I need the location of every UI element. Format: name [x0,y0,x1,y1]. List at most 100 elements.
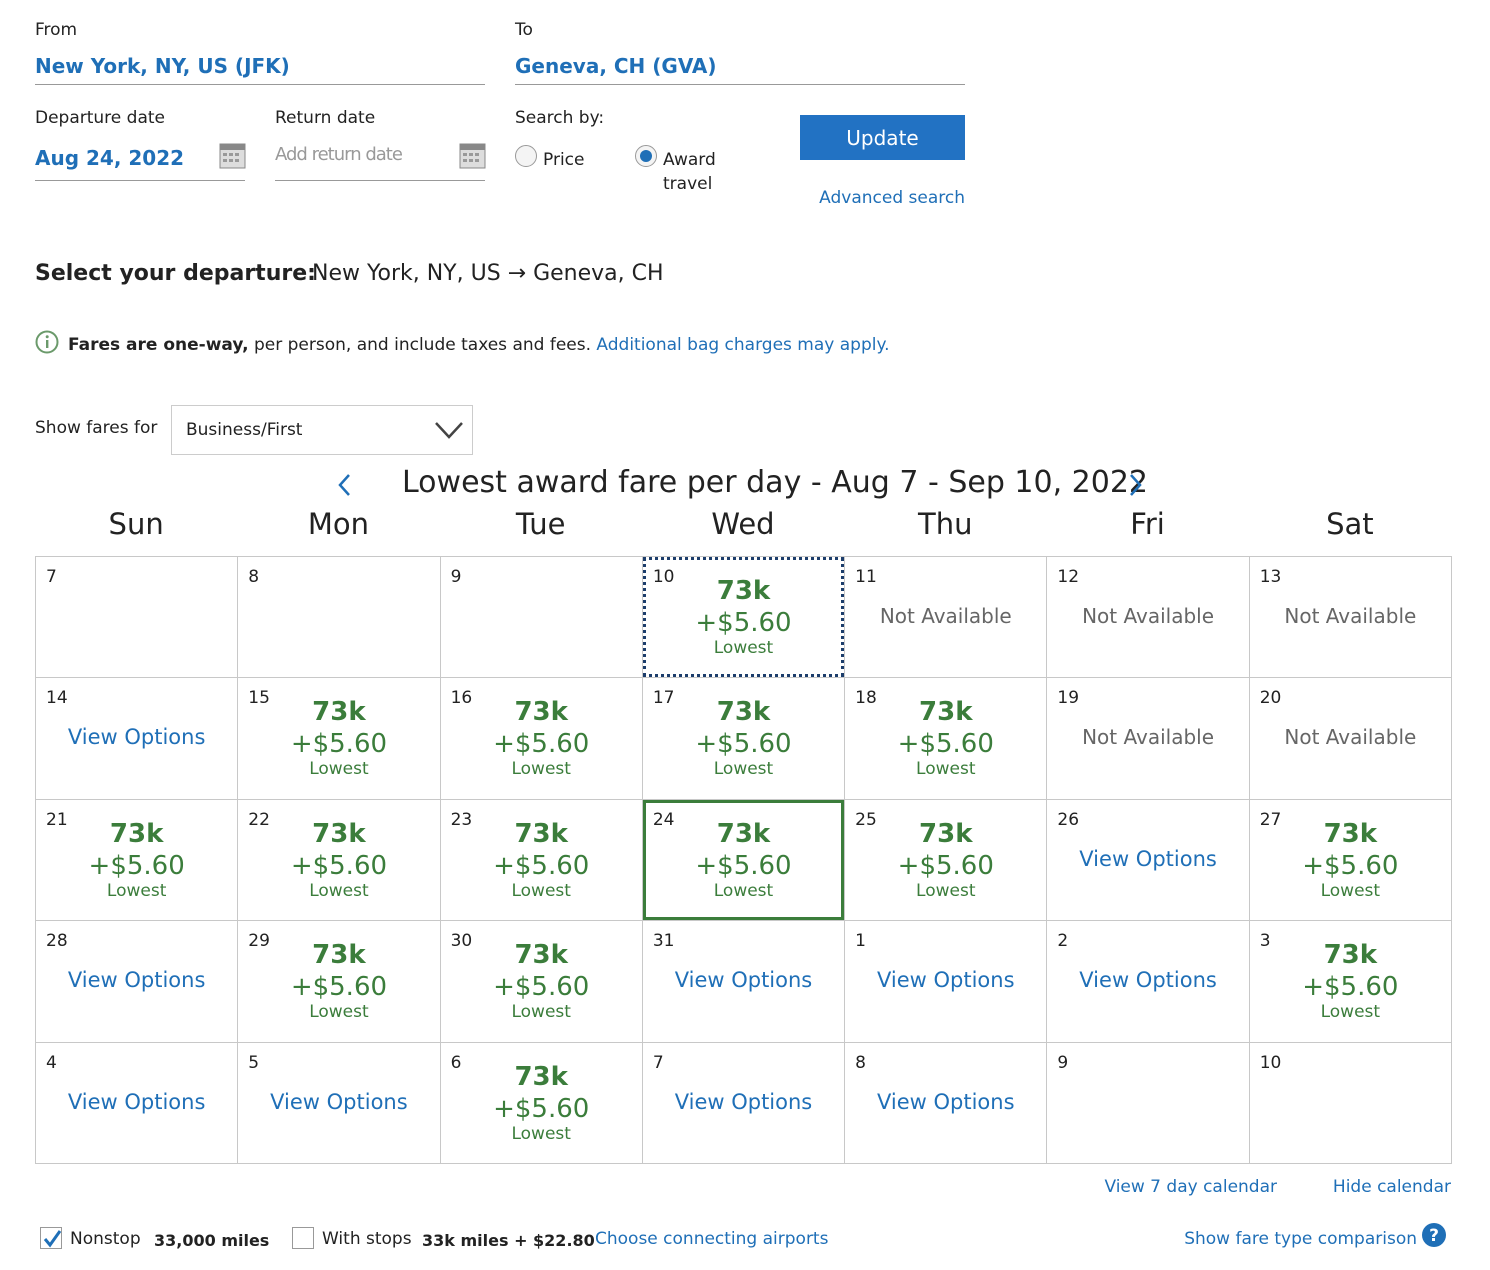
view-options-link[interactable]: View Options [674,1089,813,1114]
calendar-day[interactable]: 6 73k +$5.60 Lowest [439,1041,643,1164]
fare-tag: Lowest [713,638,774,658]
view-options-link[interactable]: View Options [67,968,206,993]
radio[interactable] [635,145,657,167]
calendar-icon[interactable] [219,140,247,170]
checkbox[interactable] [40,1227,62,1249]
calendar-day: 7 [35,556,239,679]
calendar-day[interactable]: 23 73k +$5.60 Lowest [439,798,643,922]
calendar-day[interactable]: 4 View Options [35,1041,239,1164]
return-label: Return date [275,108,376,128]
weekday-label: Sat [1326,507,1374,541]
calendar-day[interactable]: 29 73k +$5.60 Lowest [237,920,441,1043]
calendar-day[interactable]: 27 73k +$5.60 Lowest [1248,798,1452,922]
day-number: 27 [1259,809,1282,830]
calendar-day[interactable]: 17 73k +$5.60 Lowest [641,677,846,800]
advanced-search-link[interactable]: Advanced search [819,188,965,208]
view-options-link[interactable]: View Options [270,1089,408,1114]
fare-miles: 73k [514,697,568,728]
calendar-day[interactable]: 21 73k +$5.60 Lowest [35,798,239,922]
connecting-link[interactable]: Choose connecting airports [595,1229,829,1249]
calendar-day[interactable]: 15 73k +$5.60 Lowest [237,677,441,800]
nonstop-label: Nonstop [70,1229,141,1249]
nonstop-miles: 33,000 miles [154,1231,270,1250]
fare-miles: 73k [919,697,973,728]
calendar-day[interactable]: 28 View Options [35,920,239,1043]
calendar-day: 9 [439,556,643,679]
day-number: 15 [248,688,270,709]
view-options-link[interactable]: View Options [1079,846,1217,871]
weekday-label: Sun [108,507,164,541]
calendar-day: 20 Not Available [1248,677,1452,800]
view-options-link[interactable]: View Options [1079,968,1217,993]
calendar-day[interactable]: 22 73k +$5.60 Lowest [237,798,441,922]
calendar-day[interactable]: 8 View Options [844,1041,1048,1164]
day-number: 29 [248,931,270,952]
prev-arrow[interactable] [335,472,355,498]
view-options-link[interactable]: View Options [67,725,206,750]
fare-select[interactable]: Business/First [171,405,473,455]
fare-tag: Lowest [916,880,976,901]
calendar-day[interactable]: 24 73k +$5.60 Lowest [641,798,846,922]
day-number: 26 [1057,809,1080,830]
calendar-day[interactable]: 16 73k +$5.60 Lowest [439,677,643,800]
view-7-day-link[interactable]: View 7 day calendar [1104,1177,1277,1197]
day-number: 8 [248,567,260,587]
chevron [435,422,463,439]
day-number: 6 [450,1052,462,1073]
day-number: 16 [450,688,473,709]
next-arrow[interactable] [1126,472,1146,498]
help-icon[interactable]: ? [1421,1222,1447,1248]
calendar-day: 19 Not Available [1046,677,1250,800]
fare-tag: Lowest [106,880,167,901]
fare-miles: 73k [716,697,771,728]
calendar-day[interactable]: 30 73k +$5.60 Lowest [439,920,643,1043]
departure-input[interactable]: Aug 24, 2022 [35,146,185,170]
heading-route: New York, NY, US → Geneva, CH [312,261,664,286]
day-number: 21 [46,809,68,830]
departure-label: Departure date [35,108,165,128]
day-number: 2 [1057,931,1069,952]
calendar-icon[interactable] [459,140,487,170]
weekday-label: Fri [1130,507,1165,541]
fare-tag: Lowest [511,759,571,780]
view-options-link[interactable]: View Options [877,1089,1015,1114]
day-number: 30 [450,931,473,952]
calendar-day[interactable]: 18 73k +$5.60 Lowest [844,677,1048,800]
return-input[interactable]: Add return date [275,144,403,165]
day-number: 14 [46,688,68,709]
view-options-link[interactable]: View Options [67,1089,206,1114]
calendar-day[interactable]: 10 73k +$5.60 Lowest [641,556,846,679]
day-number: 31 [652,931,675,952]
day-number: 20 [1259,688,1282,709]
radio[interactable] [515,145,537,167]
day-number: 22 [248,809,270,830]
bag-link[interactable]: Additional bag charges may apply. [596,335,890,355]
day-number: 3 [1259,931,1271,952]
calendar-day[interactable]: 5 View Options [237,1041,441,1164]
calendar-day[interactable]: 2 View Options [1046,920,1250,1043]
to-input[interactable]: Geneva, CH (GVA) [515,54,717,78]
day-number: 5 [248,1052,260,1073]
stops-label: With stops [322,1229,412,1249]
calendar-day[interactable]: 1 View Options [844,920,1048,1043]
fare-select-value: Business/First [186,420,303,440]
comparison-link[interactable]: Show fare type comparison [1184,1229,1417,1249]
filter-label: Show fares for [35,418,158,438]
day-number: 7 [652,1052,664,1073]
checkbox[interactable] [292,1227,314,1249]
calendar-day[interactable]: 3 73k +$5.60 Lowest [1248,920,1452,1043]
fare-tag: Lowest [511,880,571,901]
calendar-day[interactable]: 25 73k +$5.60 Lowest [844,798,1048,922]
view-options-link[interactable]: View Options [877,968,1015,993]
calendar-day[interactable]: 7 View Options [641,1041,846,1164]
hide-calendar-link[interactable]: Hide calendar [1332,1177,1451,1197]
from-input[interactable]: New York, NY, US (JFK) [35,54,290,78]
calendar-day[interactable]: 14 View Options [35,677,239,800]
calendar-day[interactable]: 31 View Options [641,920,846,1043]
view-options-link[interactable]: View Options [674,968,813,993]
not-available: Not Available [879,604,1012,628]
update-button[interactable]: Update [800,115,965,160]
from-label: From [35,20,78,40]
calendar-day[interactable]: 26 View Options [1046,798,1250,922]
